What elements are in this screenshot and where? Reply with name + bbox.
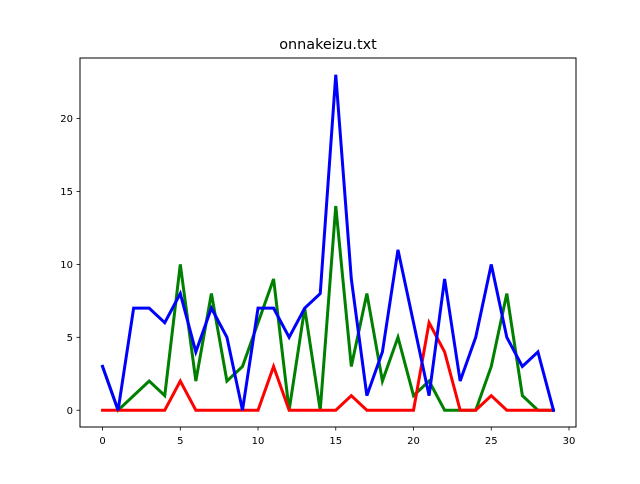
y-tick-label: 0 [67,406,73,417]
x-tick-label: 30 [563,436,576,447]
x-tick-label: 10 [252,436,265,447]
y-axis-ticks: 0 5 10 15 20 [60,114,80,417]
series-line-1 [100,205,555,413]
y-tick-label: 15 [60,187,73,198]
x-tick-label: 5 [177,436,183,447]
series-line-2 [101,318,555,412]
series-line-3 [100,74,556,413]
x-tick-label: 0 [99,436,105,447]
x-tick-label: 25 [485,436,498,447]
y-tick-label: 5 [67,333,73,344]
x-tick-label: 20 [407,436,420,447]
x-tick-label: 15 [329,436,342,447]
x-axis-ticks: 0 5 10 15 20 25 30 [99,427,575,447]
series-layer [100,74,556,413]
axes-frame [79,57,577,428]
y-tick-label: 20 [60,114,73,125]
y-tick-label: 10 [60,260,73,271]
chart-title: onnakeizu.txt [279,37,377,53]
